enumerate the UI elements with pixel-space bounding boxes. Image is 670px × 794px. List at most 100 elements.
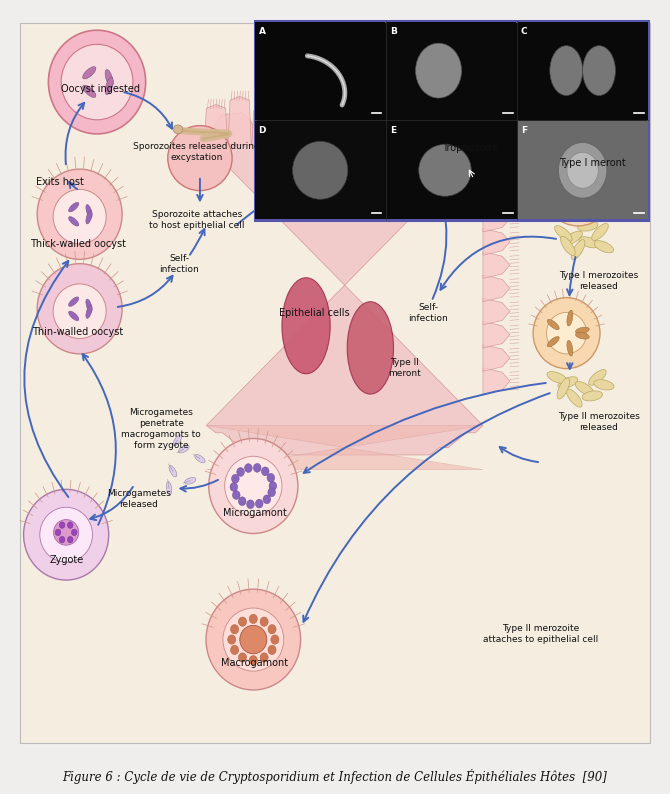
Ellipse shape [206, 589, 301, 690]
Bar [425, 112, 497, 173]
Ellipse shape [557, 378, 570, 399]
Ellipse shape [195, 454, 205, 463]
Text: Self-
infection: Self- infection [409, 303, 448, 323]
Ellipse shape [547, 319, 559, 330]
Ellipse shape [68, 311, 79, 321]
Text: Exits host: Exits host [36, 177, 84, 187]
Ellipse shape [68, 202, 79, 212]
Ellipse shape [578, 221, 598, 231]
Ellipse shape [592, 224, 608, 241]
Polygon shape [299, 102, 322, 145]
Circle shape [228, 635, 236, 644]
Ellipse shape [86, 210, 92, 224]
Text: Sporozoites released during
excystation: Sporozoites released during excystation [133, 142, 260, 162]
Circle shape [245, 464, 252, 472]
Circle shape [269, 482, 277, 491]
Ellipse shape [438, 120, 484, 167]
Text: Type II merozoite
attaches to epithelial cell: Type II merozoite attaches to epithelial… [483, 623, 598, 644]
Circle shape [261, 467, 269, 476]
Text: Trophozoite: Trophozoite [442, 143, 498, 152]
Ellipse shape [178, 445, 189, 453]
Ellipse shape [589, 369, 606, 385]
Text: Type II merozoites
released: Type II merozoites released [557, 411, 640, 432]
Circle shape [68, 537, 73, 543]
FancyBboxPatch shape [20, 23, 650, 743]
Circle shape [59, 537, 65, 543]
Bar [255, 21, 385, 120]
Ellipse shape [566, 389, 582, 407]
Circle shape [260, 653, 268, 662]
Circle shape [230, 646, 239, 654]
Ellipse shape [61, 44, 133, 120]
Circle shape [239, 497, 246, 506]
Text: Microgametes
released: Microgametes released [107, 489, 171, 509]
Ellipse shape [415, 43, 462, 98]
Polygon shape [206, 426, 483, 470]
Circle shape [232, 491, 240, 499]
Circle shape [230, 625, 239, 634]
Ellipse shape [558, 376, 578, 388]
Bar [518, 121, 648, 219]
Circle shape [263, 495, 271, 503]
Circle shape [268, 488, 275, 497]
Polygon shape [483, 275, 510, 302]
Text: Type I merozoites
released: Type I merozoites released [559, 271, 639, 291]
Circle shape [267, 473, 275, 482]
Text: Type II
meront: Type II meront [388, 358, 421, 378]
Ellipse shape [555, 176, 570, 186]
Ellipse shape [561, 237, 575, 256]
Ellipse shape [86, 305, 92, 318]
Bar [387, 121, 517, 219]
Circle shape [249, 615, 257, 623]
Text: Thin-walled oocyst: Thin-walled oocyst [32, 326, 123, 337]
Ellipse shape [583, 46, 616, 95]
Ellipse shape [567, 341, 573, 356]
Ellipse shape [555, 225, 572, 241]
Text: Thick-walled oocyst: Thick-walled oocyst [29, 239, 126, 249]
Ellipse shape [174, 435, 182, 445]
Circle shape [271, 635, 279, 644]
Text: A: A [259, 27, 265, 36]
Circle shape [558, 142, 607, 198]
Ellipse shape [588, 181, 602, 188]
Ellipse shape [168, 125, 232, 191]
Circle shape [59, 522, 65, 528]
Text: Zygote: Zygote [50, 555, 84, 565]
Polygon shape [394, 104, 417, 145]
Ellipse shape [38, 169, 122, 260]
Circle shape [249, 656, 257, 665]
Bar [387, 21, 517, 120]
Ellipse shape [240, 626, 267, 653]
Circle shape [232, 474, 239, 483]
Text: Self-
infection: Self- infection [159, 254, 199, 275]
Polygon shape [228, 96, 251, 145]
Polygon shape [483, 368, 510, 395]
Ellipse shape [576, 382, 594, 395]
Circle shape [247, 500, 254, 509]
Polygon shape [371, 101, 393, 145]
Circle shape [72, 529, 77, 536]
Polygon shape [252, 106, 275, 145]
Text: D: D [259, 126, 266, 135]
Ellipse shape [68, 297, 79, 306]
Ellipse shape [533, 298, 600, 368]
Ellipse shape [54, 519, 78, 545]
Ellipse shape [547, 312, 587, 354]
Ellipse shape [82, 67, 96, 79]
Ellipse shape [105, 70, 113, 87]
Polygon shape [483, 299, 510, 325]
Ellipse shape [86, 299, 92, 312]
Ellipse shape [576, 327, 590, 333]
Polygon shape [275, 98, 299, 145]
Ellipse shape [419, 145, 471, 196]
Text: E: E [390, 126, 396, 135]
Ellipse shape [579, 237, 599, 248]
Circle shape [253, 464, 261, 472]
Ellipse shape [53, 284, 106, 338]
Polygon shape [483, 252, 510, 279]
Polygon shape [417, 98, 441, 145]
Circle shape [68, 522, 73, 528]
Ellipse shape [588, 187, 602, 194]
Text: Macrogamont: Macrogamont [221, 658, 288, 669]
Polygon shape [346, 106, 370, 145]
